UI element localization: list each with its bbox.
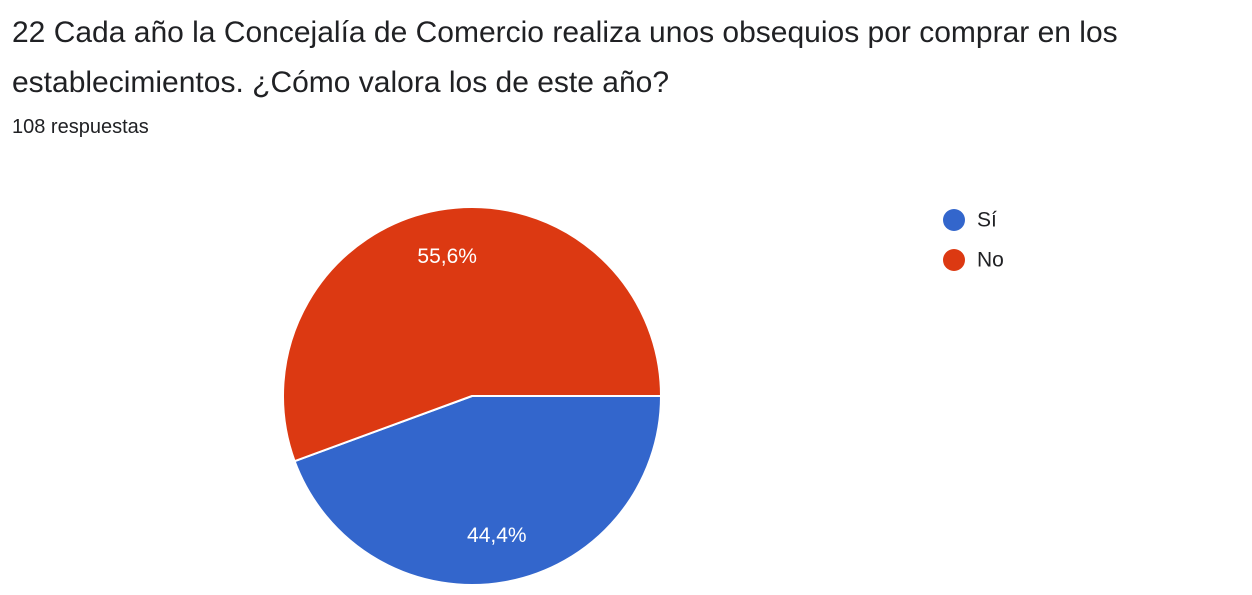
legend-label-no[interactable]: No (977, 249, 1004, 272)
slice-label-no: 55,6% (417, 245, 477, 268)
legend-marker-no (943, 249, 965, 271)
slice-label-si: 44,4% (467, 524, 527, 547)
pie-slices (282, 206, 662, 586)
response-count: 108 respuestas (12, 116, 149, 138)
question-title: 22 Cada año la Concejalía de Comercio re… (12, 16, 1118, 99)
pie-slice-no[interactable] (282, 206, 662, 463)
pie-labels: 44,4% 55,6% (417, 245, 526, 547)
chart-legend: Sí No (943, 209, 1004, 272)
pie-slice-si[interactable] (293, 395, 662, 586)
legend-label-si[interactable]: Sí (977, 209, 997, 232)
legend-marker-si (943, 209, 965, 231)
